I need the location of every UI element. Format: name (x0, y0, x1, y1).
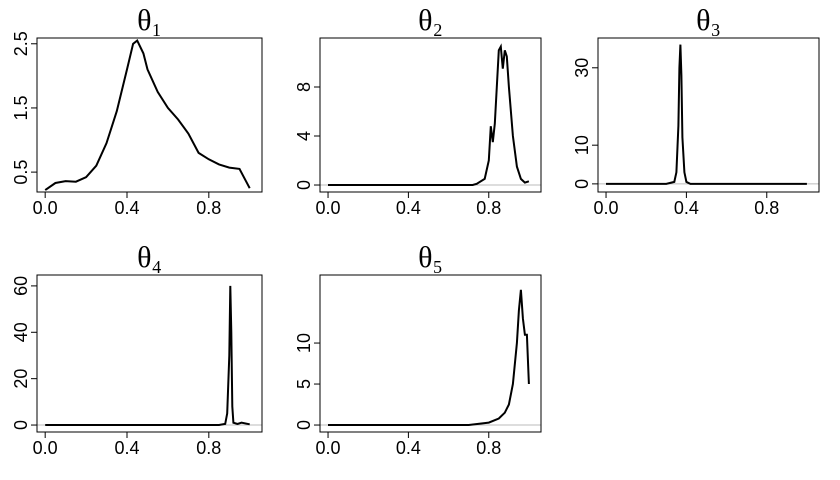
x-tick-label: 0.4 (114, 198, 139, 218)
y-tick-label: 0 (11, 420, 31, 430)
y-tick-label: 0 (294, 180, 314, 190)
x-tick-label: 0.0 (33, 438, 58, 458)
plot-frame (319, 274, 542, 433)
density-line (328, 43, 530, 186)
y-tick-label: 2.5 (11, 31, 31, 56)
x-tick-label: 0.4 (396, 438, 421, 458)
x-tick-label: 0.0 (316, 438, 341, 458)
y-tick-label: 5 (294, 379, 314, 389)
y-tick-label: 4 (294, 131, 314, 141)
panel-title: θ₅ (418, 241, 443, 274)
x-tick-label: 0.8 (476, 198, 501, 218)
plot-frame (597, 37, 820, 193)
density-line (606, 44, 807, 185)
panel-title: θ₁ (137, 4, 162, 37)
y-tick-label: 0.5 (11, 160, 31, 185)
x-tick-label: 0.8 (476, 438, 501, 458)
y-tick-label: 60 (11, 276, 31, 296)
y-tick-label: 0 (294, 420, 314, 430)
plot-frame (36, 37, 263, 193)
x-tick-label: 0.0 (594, 198, 619, 218)
x-tick-label: 0.0 (33, 198, 58, 218)
panel-title: θ₄ (137, 241, 162, 274)
y-tick-label: 0 (572, 179, 592, 189)
panel-title: θ₃ (696, 4, 721, 37)
plot-frame (319, 37, 542, 193)
x-tick-label: 0.0 (316, 198, 341, 218)
density-line (44, 39, 251, 191)
density-line (328, 289, 530, 426)
y-tick-label: 30 (572, 58, 592, 78)
y-tick-label: 20 (11, 369, 31, 389)
x-tick-label: 0.4 (396, 198, 421, 218)
y-tick-label: 10 (294, 333, 314, 353)
x-tick-label: 0.4 (674, 198, 699, 218)
y-tick-label: 40 (11, 322, 31, 342)
x-tick-label: 0.8 (196, 198, 221, 218)
y-tick-label: 8 (294, 82, 314, 92)
y-tick-label: 1.5 (11, 95, 31, 120)
panel-title: θ₂ (418, 4, 443, 37)
plot-frame (36, 274, 263, 433)
density-line (45, 285, 250, 426)
x-tick-label: 0.8 (754, 198, 779, 218)
x-tick-label: 0.4 (114, 438, 139, 458)
x-tick-label: 0.8 (196, 438, 221, 458)
y-tick-label: 10 (572, 135, 592, 155)
